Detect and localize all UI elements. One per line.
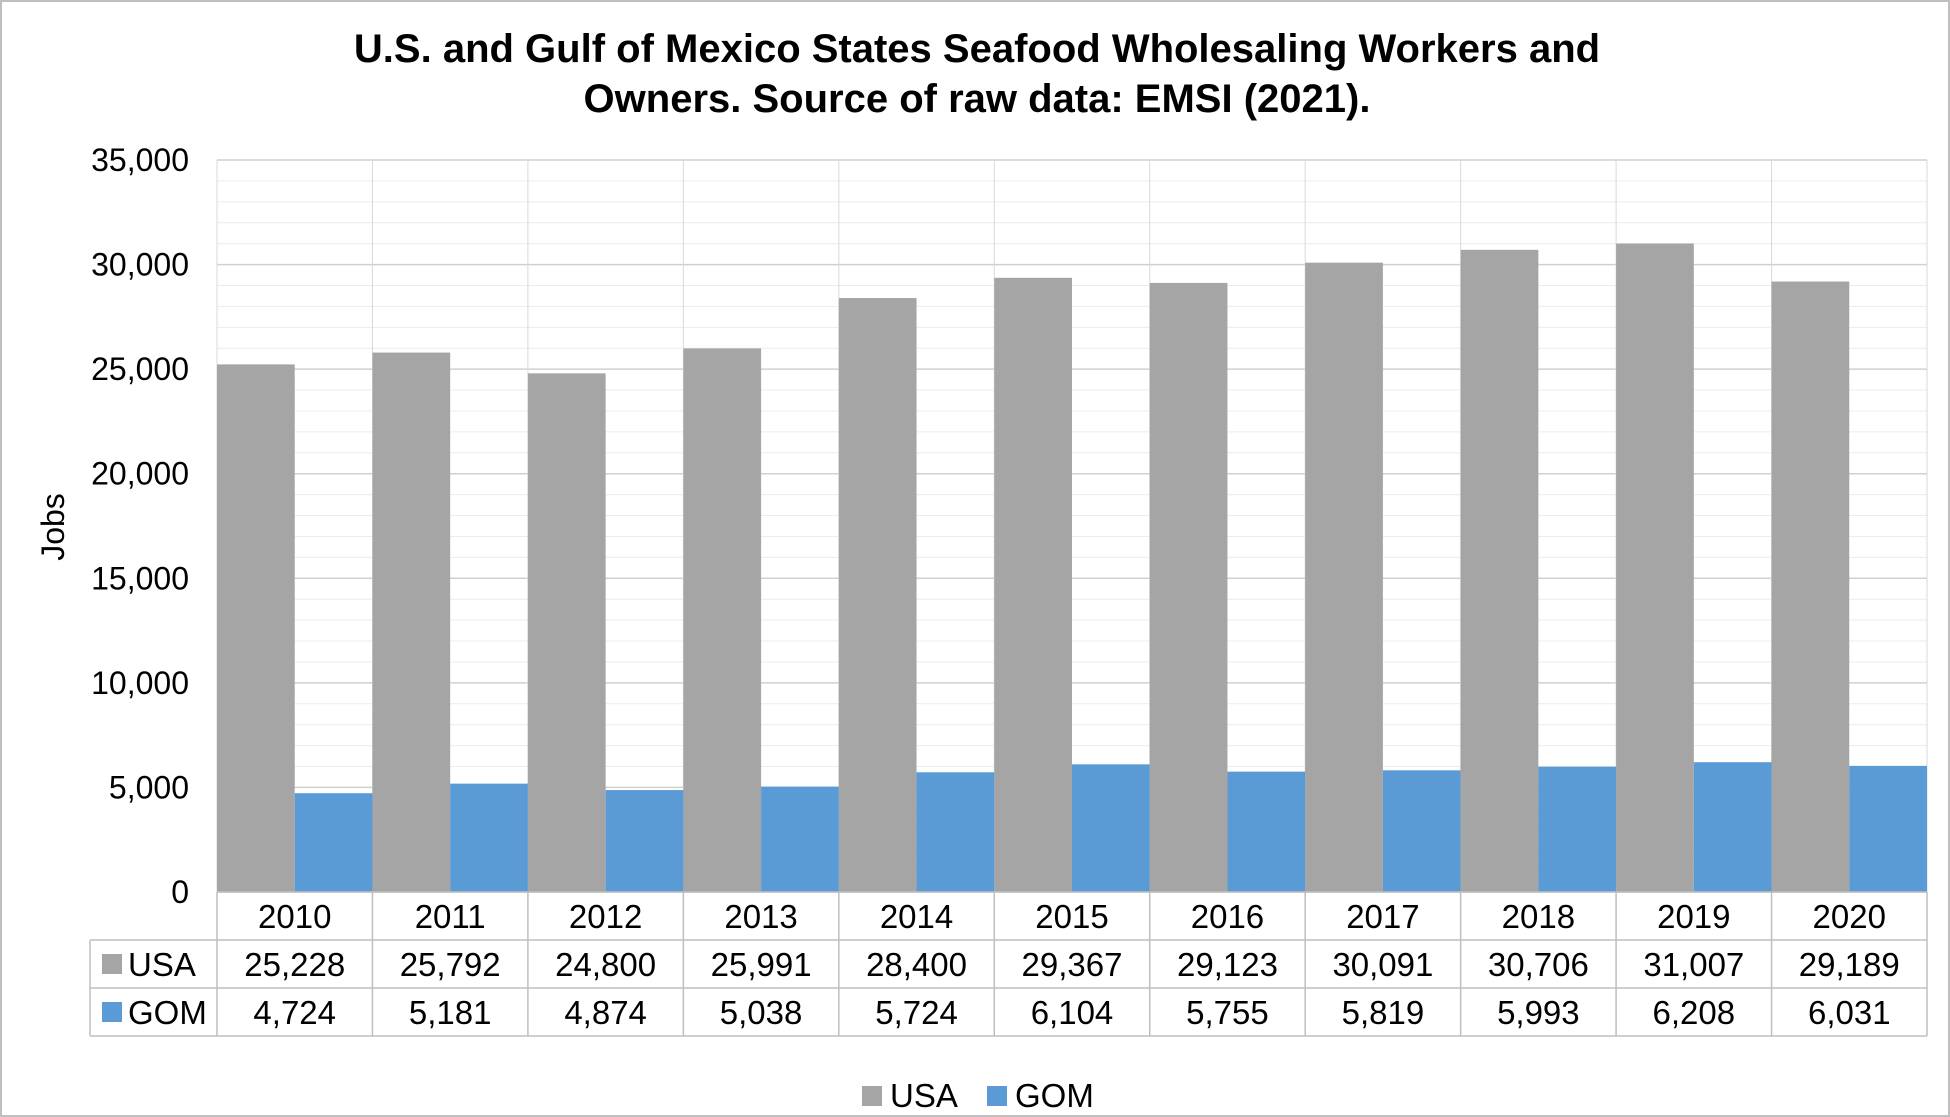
bar-gom-2010	[294, 793, 373, 892]
y-tick-label: 5,000	[109, 769, 189, 805]
table-value-gom: 6,031	[1808, 994, 1891, 1031]
y-tick-label: 20,000	[91, 456, 189, 492]
bar-gom-2018	[1538, 766, 1617, 892]
legend-label-gom: GOM	[1015, 1077, 1094, 1114]
x-category-label: 2018	[1502, 898, 1575, 935]
table-value-gom: 4,724	[253, 994, 336, 1031]
y-axis-label: Jobs	[35, 493, 71, 561]
bar-gom-2016	[1227, 771, 1306, 892]
y-tick-label: 35,000	[91, 142, 189, 178]
bar-gom-2015	[1072, 764, 1150, 892]
y-tick-label: 0	[171, 874, 189, 910]
table-value-gom: 5,755	[1186, 994, 1269, 1031]
table-value-usa: 30,706	[1488, 946, 1589, 983]
bar-gom-2014	[916, 772, 995, 892]
y-tick-label: 25,000	[91, 351, 189, 387]
bar-usa-2017	[1305, 262, 1383, 893]
bar-gom-2011	[450, 783, 528, 892]
table-value-gom: 4,874	[564, 994, 647, 1031]
table-series-key	[102, 1002, 122, 1022]
bar-usa-2020	[1771, 281, 1850, 892]
x-category-label: 2010	[258, 898, 331, 935]
bar-gom-2013	[761, 786, 839, 892]
bar-usa-2010	[217, 364, 295, 892]
table-value-gom: 5,993	[1497, 994, 1580, 1031]
table-value-usa: 29,367	[1022, 946, 1123, 983]
table-value-usa: 25,228	[244, 946, 345, 983]
bar-usa-2012	[527, 373, 606, 893]
table-value-gom: 5,724	[875, 994, 958, 1031]
bar-gom-2019	[1693, 762, 1772, 892]
y-tick-label: 30,000	[91, 247, 189, 283]
table-value-usa: 25,991	[711, 946, 812, 983]
x-category-label: 2016	[1191, 898, 1264, 935]
x-category-label: 2012	[569, 898, 642, 935]
chart-title-line-2: Owners. Source of raw data: EMSI (2021).	[584, 77, 1371, 121]
table-value-usa: 30,091	[1332, 946, 1433, 983]
table-value-gom: 6,208	[1653, 994, 1736, 1031]
data-table: 2010 2011 2012 2013 2014 2015 2016 2017 2018 2019…	[89, 891, 1928, 1037]
table-series-name: USA	[128, 946, 196, 983]
bar-gom-2020	[1849, 765, 1927, 892]
bars	[217, 243, 1927, 893]
chart-title-line-1: U.S. and Gulf of Mexico States Seafood W…	[354, 27, 1600, 71]
x-category-label: 2015	[1035, 898, 1108, 935]
bar-usa-2013	[683, 348, 762, 892]
table-value-usa: 28,400	[866, 946, 967, 983]
y-axis-ticks: 0 5,000 10,000 15,000 20,000 25,000 30,000 35,0…	[91, 142, 189, 910]
table-value-usa: 24,800	[555, 946, 656, 983]
y-tick-label: 10,000	[91, 665, 189, 701]
legend-label-usa: USA	[890, 1077, 958, 1114]
bar-usa-2014	[838, 298, 917, 892]
x-category-label: 2017	[1346, 898, 1419, 935]
table-value-gom: 5,819	[1342, 994, 1425, 1031]
y-tick-label: 15,000	[91, 560, 189, 596]
bar-usa-2015	[994, 277, 1072, 892]
legend-key-usa	[862, 1086, 882, 1106]
x-category-label: 2011	[415, 898, 486, 935]
bar-gom-2012	[605, 790, 684, 892]
table-value-gom: 6,104	[1031, 994, 1114, 1031]
table-value-usa: 25,792	[400, 946, 501, 983]
table-value-gom: 5,181	[409, 994, 492, 1031]
legend-key-gom	[987, 1086, 1007, 1106]
bar-usa-2018	[1460, 249, 1539, 893]
bar-usa-2016	[1149, 282, 1228, 892]
bar-usa-2011	[372, 352, 451, 892]
bar-usa-2019	[1616, 243, 1694, 892]
legend: USA GOM	[862, 1077, 1094, 1114]
table-value-gom: 5,038	[720, 994, 803, 1031]
table-series-key	[102, 954, 122, 974]
x-category-label: 2020	[1813, 898, 1886, 935]
x-category-label: 2013	[724, 898, 797, 935]
table-series-name: GOM	[128, 994, 207, 1031]
table-value-usa: 29,189	[1799, 946, 1900, 983]
table-value-usa: 29,123	[1177, 946, 1278, 983]
table-value-usa: 31,007	[1643, 946, 1744, 983]
bar-gom-2017	[1382, 770, 1461, 892]
x-category-label: 2019	[1657, 898, 1730, 935]
x-category-label: 2014	[880, 898, 953, 935]
